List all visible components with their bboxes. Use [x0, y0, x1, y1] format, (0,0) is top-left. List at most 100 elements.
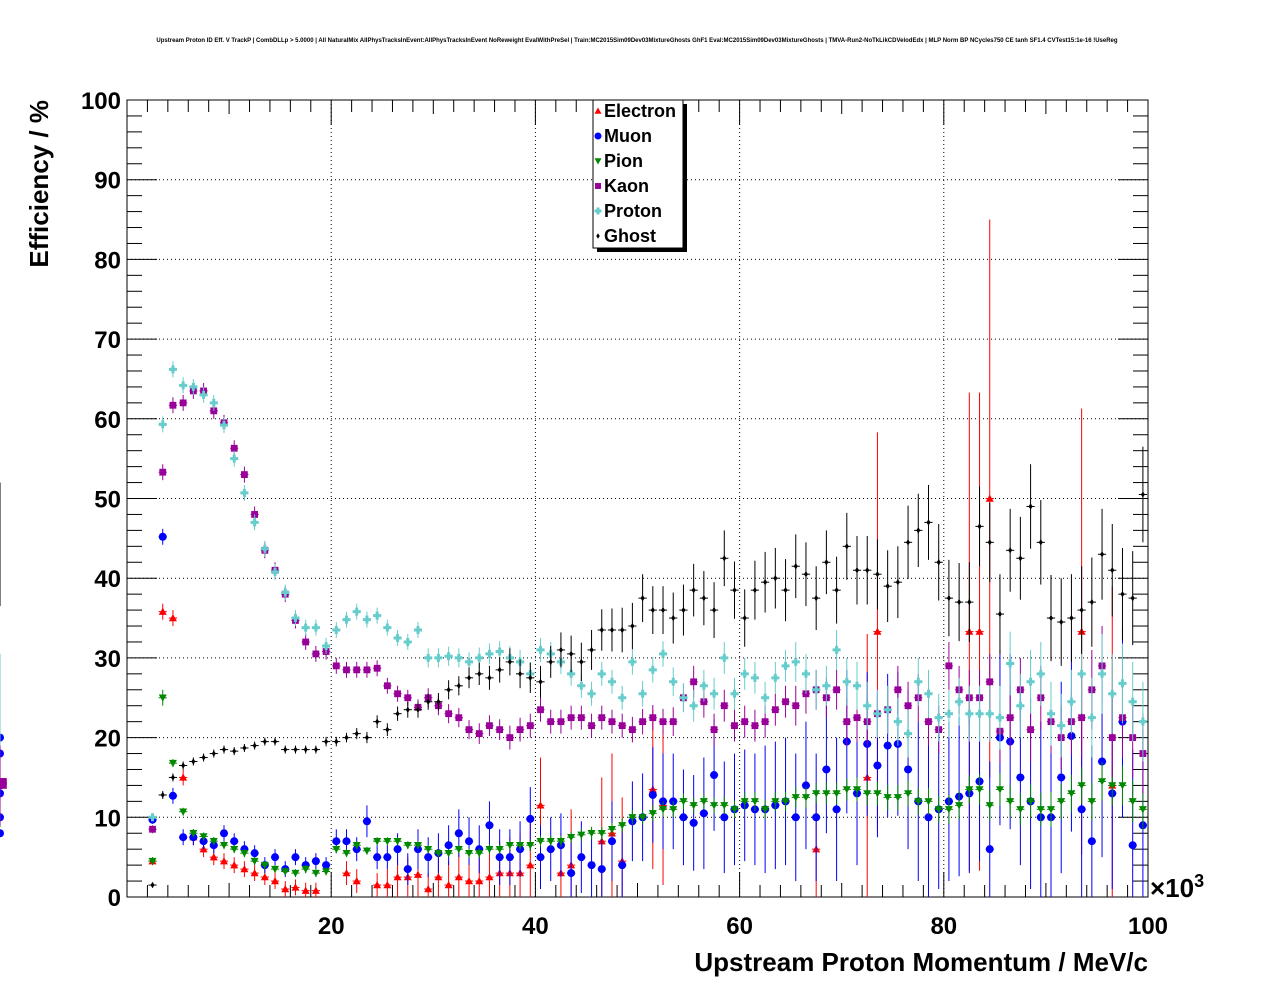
ghost-point [160, 791, 165, 799]
pion-point [158, 694, 167, 702]
proton-point [607, 677, 616, 686]
legend-marker-pion [594, 158, 602, 165]
electron-point [250, 869, 259, 877]
muon-point [597, 865, 606, 874]
kaon-point [1006, 714, 1014, 722]
pion-point [1067, 790, 1076, 798]
proton-point [628, 657, 637, 666]
pion-point [771, 798, 780, 806]
ghost-point [467, 674, 472, 682]
legend-label-kaon: Kaon [604, 176, 649, 196]
kaon-point [598, 714, 606, 722]
pion-point [893, 794, 902, 802]
proton-point [383, 623, 392, 632]
proton-point [812, 685, 821, 694]
legend-marker-muon [594, 132, 602, 140]
kaon-point [475, 730, 483, 738]
proton-point [659, 649, 668, 658]
kaon-point [373, 664, 381, 672]
ghost-point [885, 582, 890, 590]
kaon-point [394, 690, 401, 698]
muon-point [710, 771, 719, 780]
pion-point [822, 790, 831, 798]
proton-point [1118, 679, 1127, 688]
pion-point [832, 790, 841, 798]
ghost-point [528, 674, 533, 682]
proton-point [1077, 669, 1086, 678]
pion-point [853, 786, 862, 794]
ghost-point [242, 744, 247, 752]
ghost-point [385, 726, 390, 733]
chart-title: Upstream Proton ID Eff. V TrackP | CombD… [156, 38, 1117, 44]
proton-point [230, 454, 239, 463]
ghost-point [752, 586, 757, 594]
kaon-point [557, 718, 565, 726]
pion-point [250, 857, 259, 866]
y-tick-label: 40 [94, 566, 121, 593]
electron-point [454, 873, 463, 881]
muon-point [924, 813, 933, 822]
pion-point [495, 845, 504, 854]
pion-point [352, 841, 361, 850]
electron-point [301, 886, 310, 894]
muon-point [618, 861, 627, 870]
kaon-point [833, 686, 840, 694]
kaon-point [465, 726, 473, 734]
kaon-point [618, 722, 626, 730]
kaon-point [526, 722, 534, 730]
pion-point [281, 868, 290, 876]
ghost-point [1130, 594, 1135, 602]
pion-point [475, 849, 484, 858]
proton-point [393, 633, 402, 642]
kaon-point [353, 666, 361, 674]
ghost-point [630, 622, 635, 630]
kaon-point [567, 714, 575, 722]
ghost-point [763, 578, 768, 586]
ghost-point [579, 658, 584, 666]
y-tick-label: 30 [94, 646, 121, 673]
ghost-point [303, 746, 308, 753]
muon-point [648, 790, 657, 799]
axes: 0 10 20 30 40 50 60 70 80 90 100 20 40 60 80 100 [81, 88, 1168, 940]
pion-point [1077, 782, 1086, 790]
ghost-point [1028, 503, 1033, 510]
ghost-point [834, 586, 839, 594]
proton-point [710, 689, 719, 698]
ghost-point [1079, 606, 1084, 614]
ghost-point [1018, 555, 1023, 562]
pion-point [955, 802, 964, 810]
pion-point [168, 759, 177, 768]
x-tick-label: 100 [1128, 913, 1168, 940]
legend-label-electron: Electron [604, 101, 676, 121]
proton-point [730, 689, 739, 698]
kaon-point [894, 686, 902, 694]
proton-point [975, 709, 984, 718]
pion-point [1036, 806, 1045, 814]
proton-point [822, 681, 831, 690]
proton-point [465, 657, 474, 666]
ghost-point [620, 626, 625, 634]
ghost-point [324, 738, 329, 745]
proton-point [669, 677, 678, 686]
ghost-point [558, 646, 563, 654]
kaon-point [312, 650, 320, 658]
muon-point [883, 741, 892, 750]
proton-point [618, 693, 627, 702]
kaon-point [343, 666, 350, 674]
kaon-point [1078, 714, 1086, 722]
ghost-point [262, 738, 267, 745]
ghost-point [334, 738, 339, 745]
kaon-point [537, 706, 544, 714]
kaon-point [149, 825, 156, 833]
kaon-point [302, 638, 310, 646]
proton-point [985, 709, 994, 718]
proton-point [934, 713, 943, 722]
pion-point [373, 838, 382, 846]
kaon-point [404, 694, 412, 702]
ghost-point [906, 539, 911, 546]
pion-point [271, 865, 280, 874]
proton-point [699, 681, 708, 690]
proton-point [250, 518, 259, 527]
pion-point [322, 868, 331, 876]
proton-point [1108, 689, 1117, 698]
